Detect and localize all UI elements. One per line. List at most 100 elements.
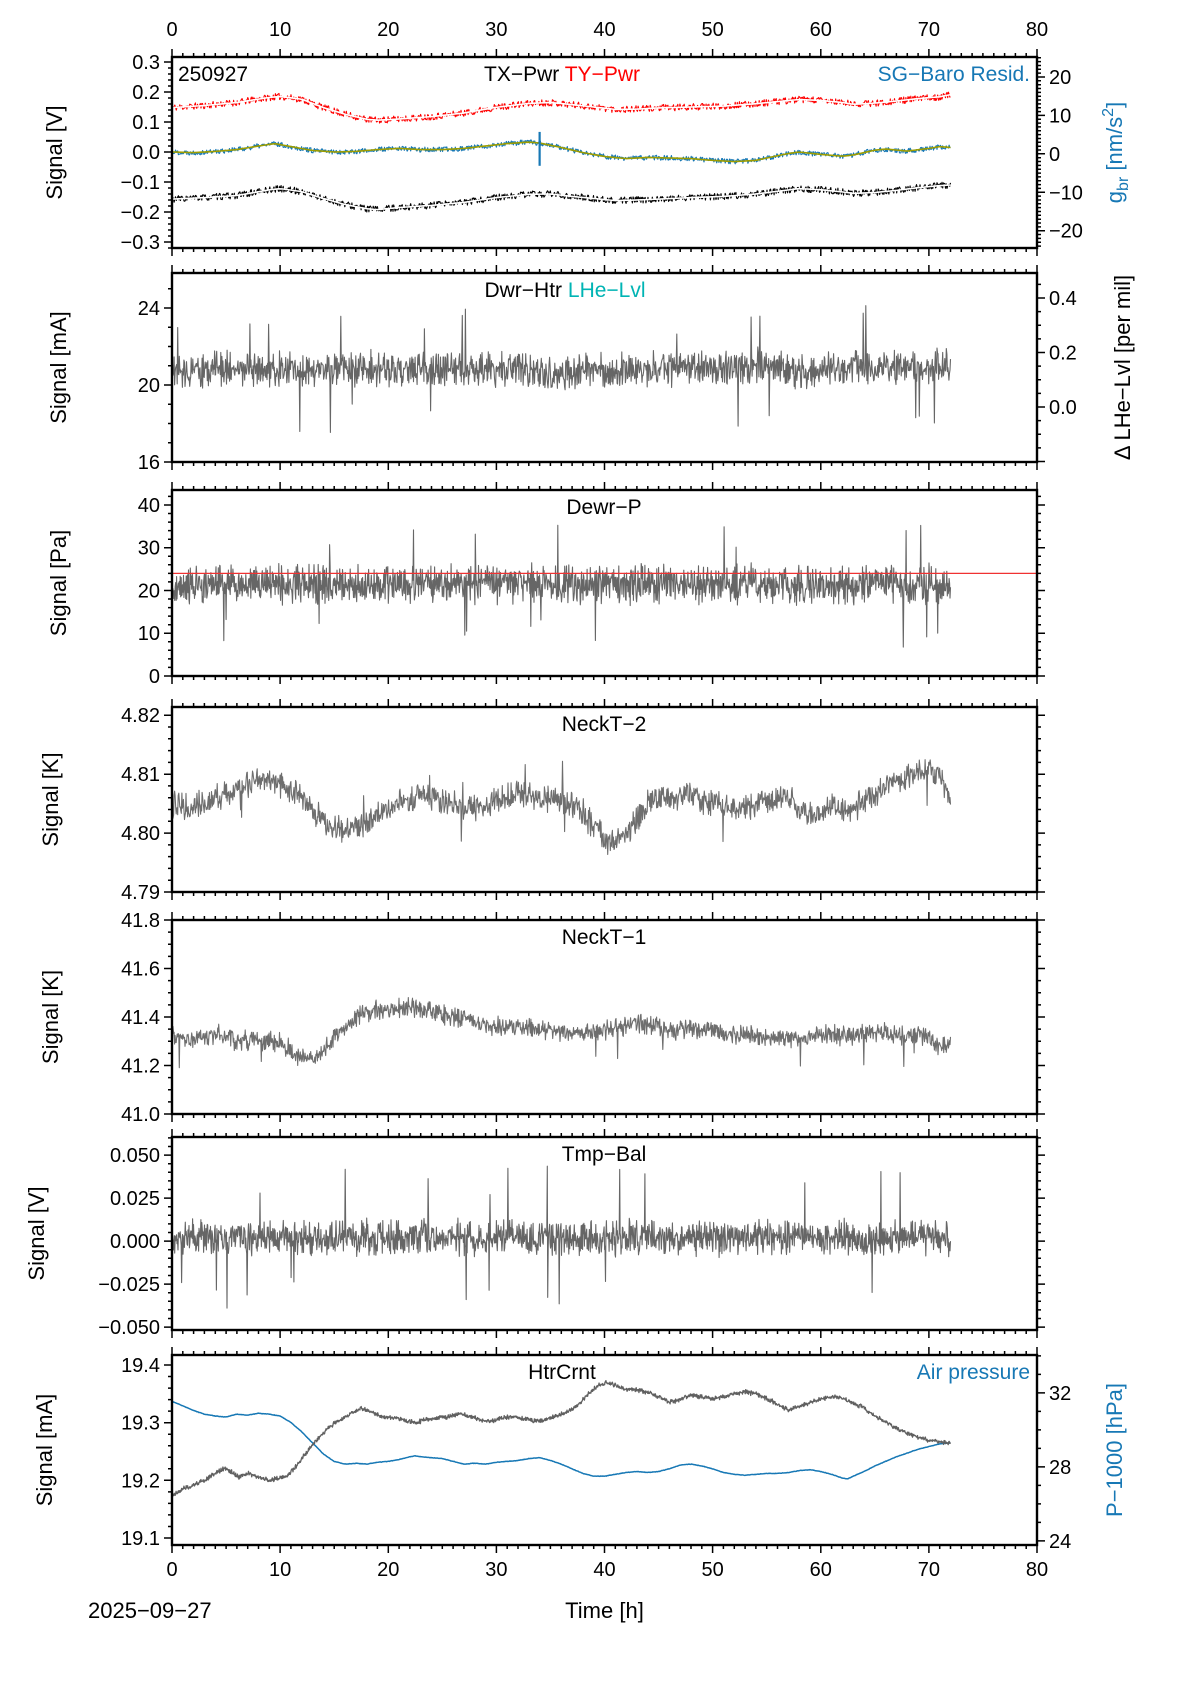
- ytick-label: 0.1: [132, 112, 160, 134]
- xtick-label-top: 10: [269, 19, 291, 41]
- panel-pwr-data: [172, 91, 952, 213]
- ytick-label: 24: [138, 298, 160, 320]
- xtick-label-bottom: 0: [166, 1559, 177, 1581]
- ytick-label: 0.050: [110, 1145, 160, 1167]
- xtick-label-top: 0: [166, 19, 177, 41]
- y-axis-title: Signal [K]: [38, 970, 63, 1064]
- series-Tmp-Bal: [172, 1165, 952, 1309]
- xtick-label-bottom: 20: [377, 1559, 399, 1581]
- y-axis-title: Signal [Pa]: [46, 530, 71, 636]
- panel-neckt2: 4.82 4.81 4.80 4.79 Signal [K] NeckT−2: [38, 699, 1045, 904]
- series-Dewr-P: [172, 524, 952, 648]
- xtick-label-bottom: 60: [810, 1559, 832, 1581]
- series-TX-Pwr: [172, 181, 952, 213]
- date-label: 2025−09−27: [88, 1598, 212, 1623]
- xtick-label-bottom: 30: [485, 1559, 507, 1581]
- series-HtrCrnt: [172, 1380, 952, 1498]
- x-axis-title: Time [h]: [565, 1598, 644, 1623]
- panel-legend: Air pressure: [917, 1361, 1030, 1384]
- panel-dewr-p-data: [172, 524, 1037, 648]
- ytick-label: 19.2: [121, 1470, 160, 1492]
- ytick-label: 41.0: [121, 1104, 160, 1126]
- y-axis-title: Signal [V]: [42, 105, 67, 199]
- ytick-label: 41.4: [121, 1007, 160, 1029]
- panel-dwr-htr-data: [172, 305, 952, 433]
- panel-neckt1-data: [172, 997, 952, 1069]
- right-ytick-label: 0: [1049, 144, 1060, 166]
- right-ytick-label: 20: [1049, 67, 1071, 89]
- xtick-label-bottom: 70: [918, 1559, 940, 1581]
- right-ytick-label: 32: [1049, 1383, 1071, 1405]
- series-Dwr-Htr: [172, 305, 952, 433]
- panel-legend: HtrCrnt: [528, 1361, 596, 1384]
- panel-legend: 250927: [178, 63, 248, 86]
- xtick-label-bottom: 10: [269, 1559, 291, 1581]
- panel-pwr: 0.3 0.2 0.1 0.0 −0.1 −0.2 −0.3 20 10 0 −10 −20 gbr […: [42, 19, 1132, 256]
- right-ytick-label: 28: [1049, 1457, 1071, 1479]
- right-ytick-label: −20: [1049, 221, 1083, 243]
- ytick-label: 19.4: [121, 1355, 160, 1377]
- y-axis-title: Signal [mA]: [32, 1394, 57, 1507]
- panel-htrcrnt: 19.4 19.3 19.2 19.1 32 28 24 P−1000 [hPa] Signal…: [32, 1347, 1127, 1581]
- ytick-label: −0.025: [98, 1274, 160, 1296]
- panel-dwr-htr: 24 20 16 0.4 0.2 0.0 Δ LHe−Lvl [per mil] Signal…: [46, 265, 1135, 474]
- ytick-label: −0.050: [98, 1317, 160, 1339]
- panel-legend: NeckT−1: [562, 926, 647, 949]
- ytick-label: 4.81: [121, 764, 160, 786]
- axis-ticks: [164, 49, 1045, 256]
- xtick-label-top: 50: [702, 19, 724, 41]
- panel-tmp-bal-data: [172, 1165, 952, 1309]
- right-ytick-label: −10: [1049, 182, 1083, 204]
- series-NeckT-1: [172, 997, 952, 1069]
- ytick-label: −0.1: [121, 172, 160, 194]
- axis-ticks: [164, 1347, 1045, 1553]
- right-axis-title: P−1000 [hPa]: [1102, 1383, 1127, 1517]
- xtick-label-top: 60: [810, 19, 832, 41]
- ytick-label: 4.80: [121, 823, 160, 845]
- panel-legend: SG−Baro Resid.: [878, 63, 1030, 86]
- ytick-label: 0.025: [110, 1188, 160, 1210]
- axis-ticks: [164, 912, 1045, 1122]
- series-TY-Pwr: [172, 91, 951, 124]
- xtick-label-top: 70: [918, 19, 940, 41]
- panel-legend: Dewr−P: [566, 496, 641, 519]
- ytick-label: 0.2: [132, 82, 160, 104]
- xtick-label-top: 40: [593, 19, 615, 41]
- series-SG-Baro-Resid-centerline: [172, 141, 951, 163]
- ytick-label: 41.8: [121, 910, 160, 932]
- ytick-label: 0.3: [132, 52, 160, 74]
- panel-neckt2-data: [172, 759, 952, 856]
- right-ytick-label: 10: [1049, 105, 1071, 127]
- panel-htrcrnt-data: [172, 1380, 952, 1498]
- ytick-label: 0.0: [132, 142, 160, 164]
- ytick-label: 41.2: [121, 1056, 160, 1078]
- ytick-label: 20: [138, 580, 160, 602]
- series-TY-Pwr-centerline: [172, 93, 951, 121]
- panel-legend: Dwr−Htr LHe−Lvl: [484, 279, 645, 302]
- panel-tmp-bal: 0.050 0.025 0.000 −0.025 −0.050 Signal [V] Tmp…: [24, 1129, 1045, 1339]
- ytick-label: −0.2: [121, 202, 160, 224]
- xtick-label-top: 20: [377, 19, 399, 41]
- panel-legend: Tmp−Bal: [562, 1143, 647, 1166]
- xtick-label-bottom: 40: [593, 1559, 615, 1581]
- xtick-label-top: 30: [485, 19, 507, 41]
- right-axis-title: Δ LHe−Lvl [per mil]: [1110, 275, 1135, 460]
- ytick-label: 0: [149, 666, 160, 688]
- series-SG-Baro-Resid: [172, 139, 951, 165]
- xtick-label-bottom: 50: [702, 1559, 724, 1581]
- right-ytick-label: 0.2: [1049, 342, 1077, 364]
- xtick-label-bottom: 80: [1026, 1559, 1048, 1581]
- axis-ticks: [164, 265, 1045, 470]
- ytick-label: 19.1: [121, 1528, 160, 1550]
- right-ytick-label: 24: [1049, 1531, 1071, 1553]
- axis-ticks: [164, 482, 1045, 684]
- panel-neckt1: 41.8 41.6 41.4 41.2 41.0 Signal [K] NeckT−1: [38, 910, 1045, 1126]
- right-ytick-label: 0.4: [1049, 288, 1077, 310]
- ytick-label: 16: [138, 452, 160, 474]
- panel-dewr-p: 40 30 20 10 0 Signal [Pa] Dewr−P: [46, 482, 1045, 688]
- ytick-label: 4.79: [121, 882, 160, 904]
- ytick-label: 40: [138, 495, 160, 517]
- panel-legend: TX−Pwr TY−Pwr: [484, 63, 640, 86]
- right-axis-title: gbr [nm/s2]: [1100, 102, 1132, 203]
- y-axis-title: Signal [mA]: [46, 311, 71, 424]
